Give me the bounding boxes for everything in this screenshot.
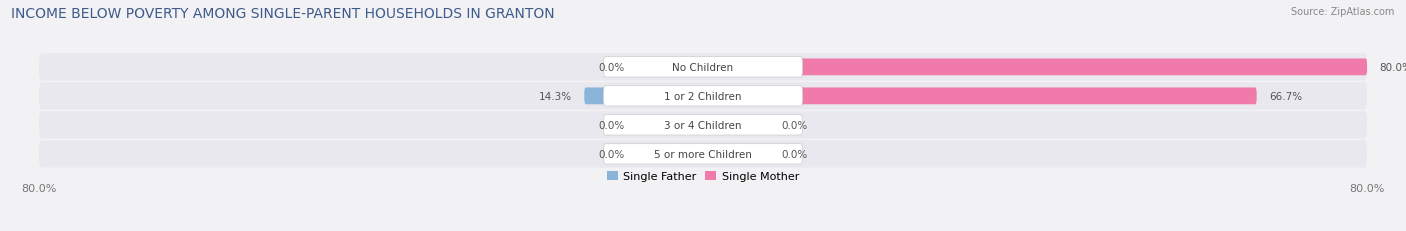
FancyBboxPatch shape xyxy=(39,141,1367,168)
Text: 5 or more Children: 5 or more Children xyxy=(654,149,752,159)
FancyBboxPatch shape xyxy=(39,83,1367,110)
Text: 80.0%: 80.0% xyxy=(1379,63,1406,73)
FancyBboxPatch shape xyxy=(703,59,1367,76)
FancyBboxPatch shape xyxy=(703,146,769,163)
FancyBboxPatch shape xyxy=(603,86,803,106)
Text: 3 or 4 Children: 3 or 4 Children xyxy=(664,120,742,130)
Text: 0.0%: 0.0% xyxy=(782,149,808,159)
Text: 66.7%: 66.7% xyxy=(1270,91,1302,101)
FancyBboxPatch shape xyxy=(603,115,803,135)
FancyBboxPatch shape xyxy=(603,144,803,164)
FancyBboxPatch shape xyxy=(637,117,703,134)
FancyBboxPatch shape xyxy=(603,58,803,78)
Text: 1 or 2 Children: 1 or 2 Children xyxy=(664,91,742,101)
FancyBboxPatch shape xyxy=(703,88,1257,105)
FancyBboxPatch shape xyxy=(637,59,703,76)
Text: INCOME BELOW POVERTY AMONG SINGLE-PARENT HOUSEHOLDS IN GRANTON: INCOME BELOW POVERTY AMONG SINGLE-PARENT… xyxy=(11,7,555,21)
FancyBboxPatch shape xyxy=(637,146,703,163)
Text: No Children: No Children xyxy=(672,63,734,73)
FancyBboxPatch shape xyxy=(585,88,703,105)
Text: 14.3%: 14.3% xyxy=(538,91,572,101)
Text: 0.0%: 0.0% xyxy=(598,63,624,73)
Text: 0.0%: 0.0% xyxy=(598,120,624,130)
FancyBboxPatch shape xyxy=(39,54,1367,81)
FancyBboxPatch shape xyxy=(39,112,1367,139)
Legend: Single Father, Single Mother: Single Father, Single Mother xyxy=(606,171,800,182)
Text: 0.0%: 0.0% xyxy=(598,149,624,159)
Text: 0.0%: 0.0% xyxy=(782,120,808,130)
Text: Source: ZipAtlas.com: Source: ZipAtlas.com xyxy=(1291,7,1395,17)
FancyBboxPatch shape xyxy=(703,117,769,134)
